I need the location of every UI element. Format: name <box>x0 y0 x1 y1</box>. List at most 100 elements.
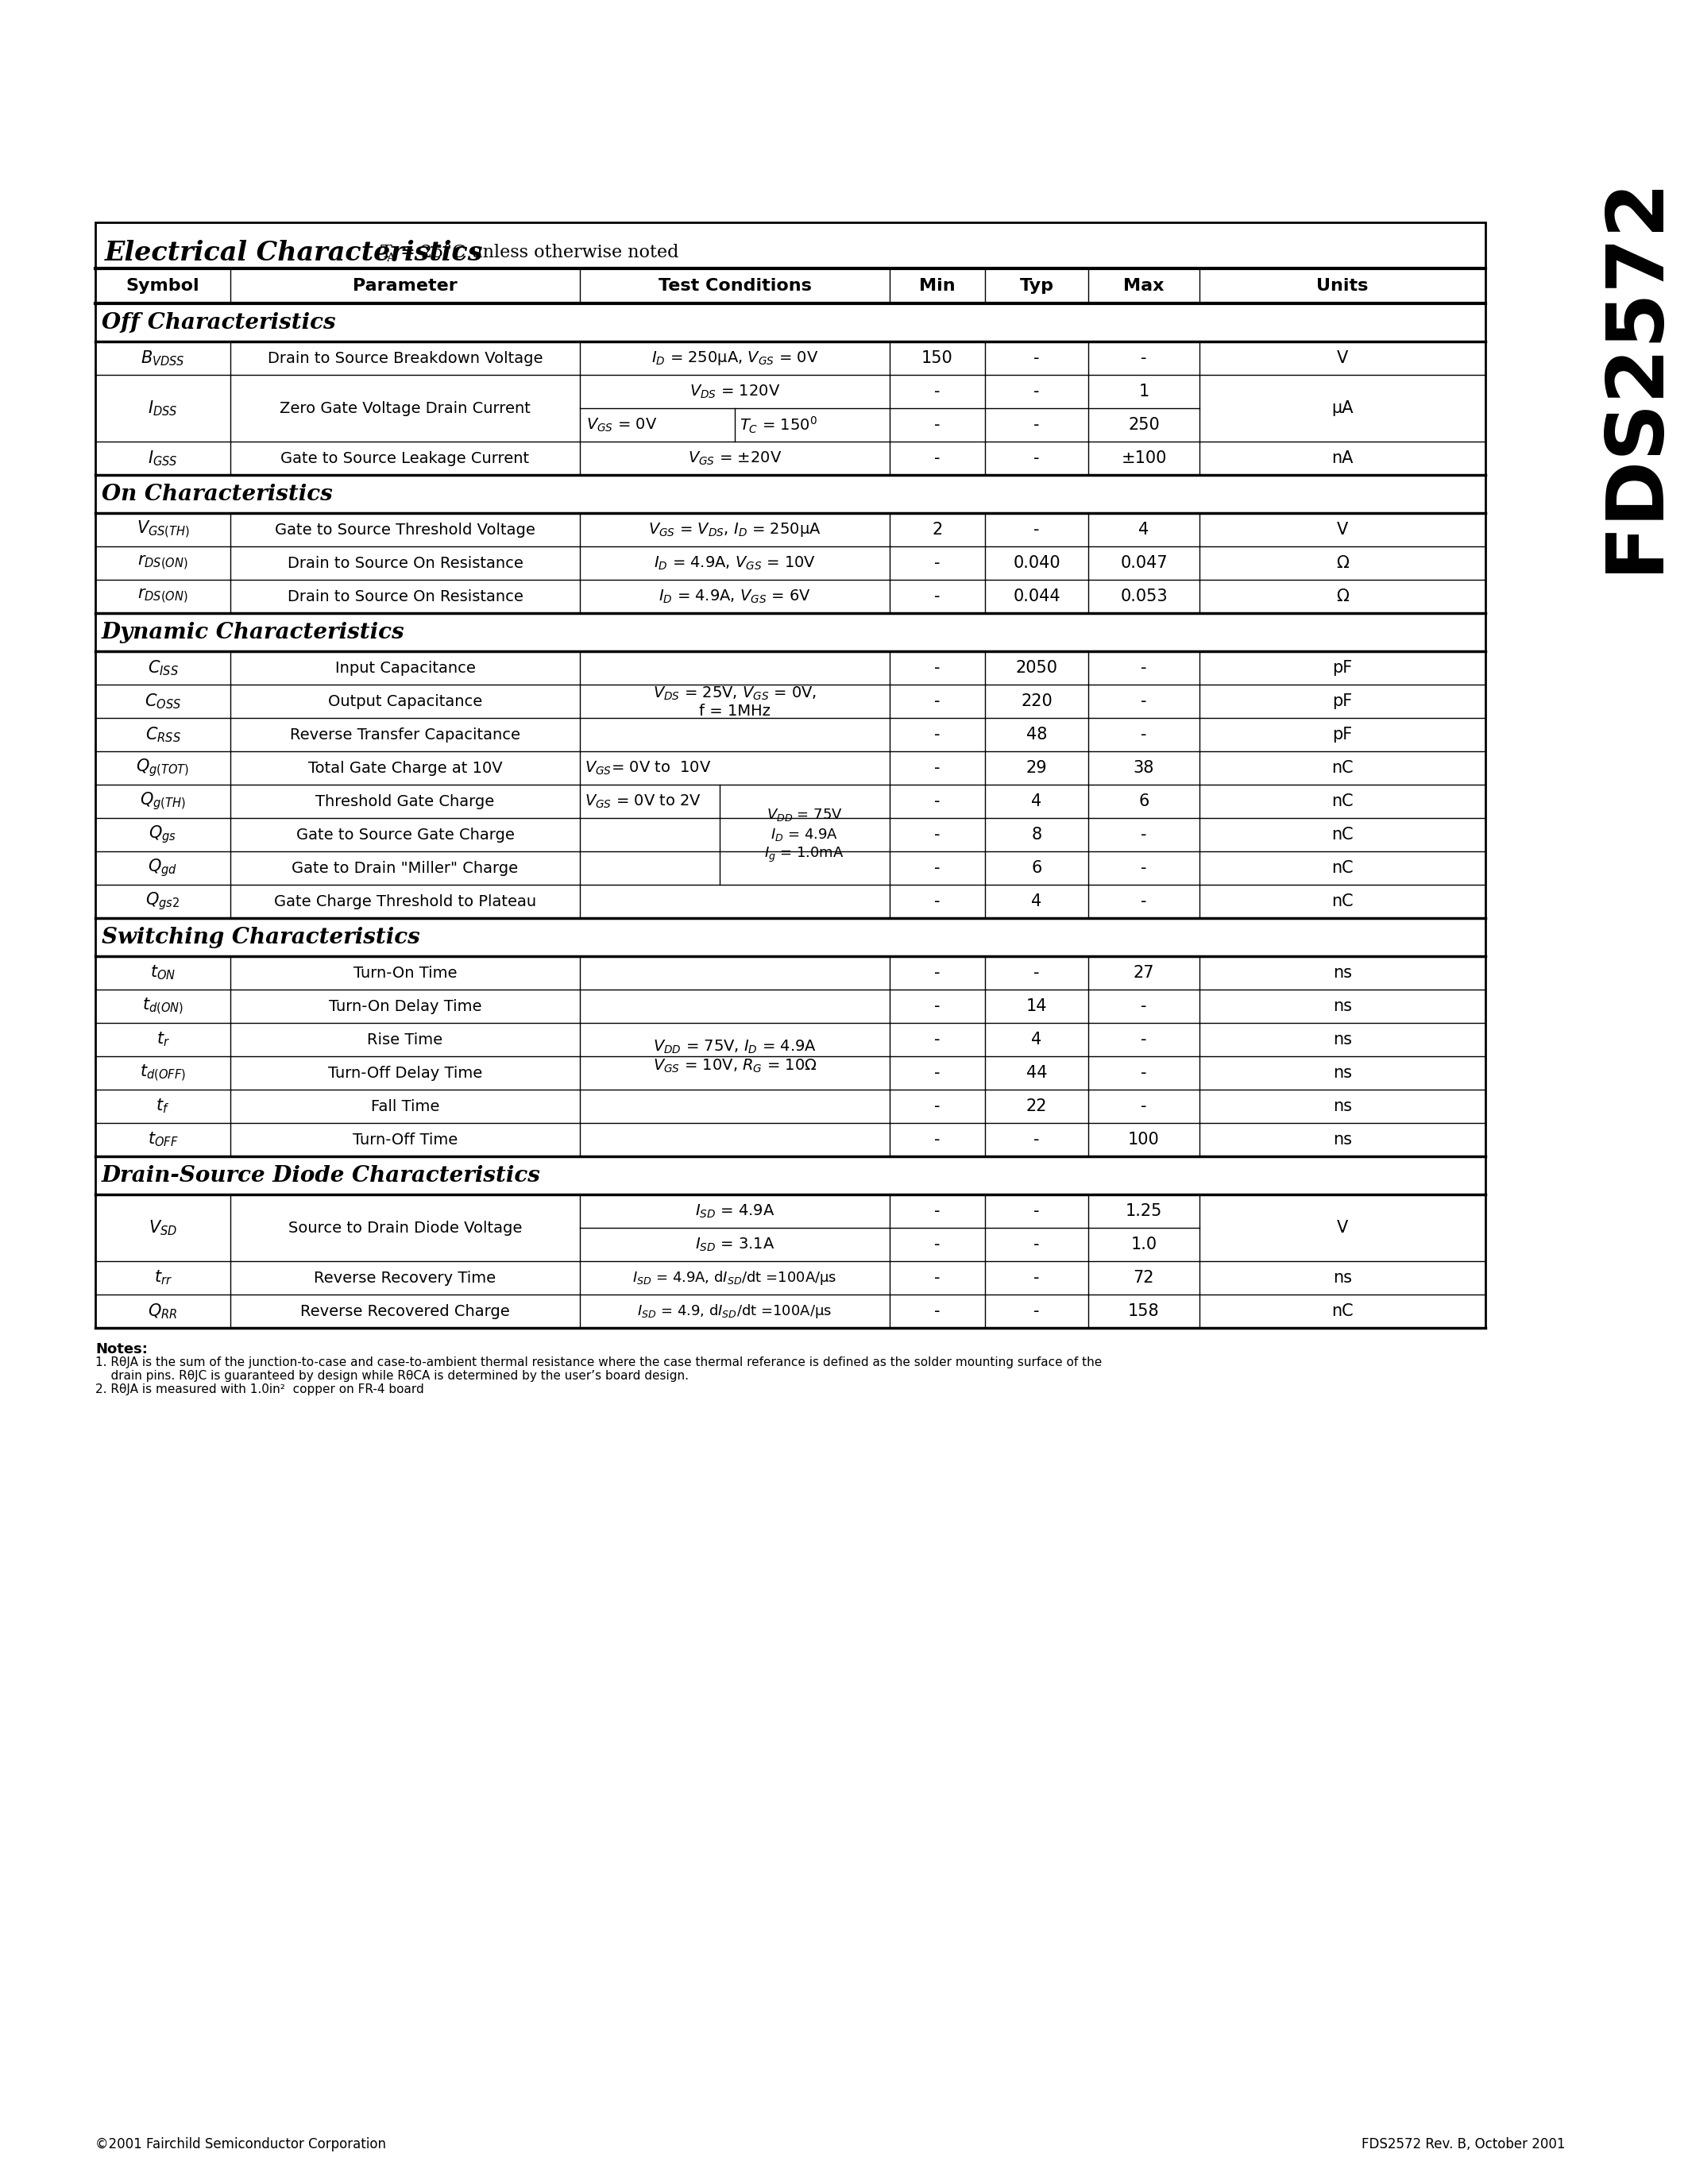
Text: 29: 29 <box>1026 760 1047 775</box>
Text: -: - <box>1141 727 1146 743</box>
Text: -: - <box>935 1099 940 1114</box>
Text: -: - <box>935 692 940 710</box>
Text: $V_{DS}$ = 120V: $V_{DS}$ = 120V <box>689 382 780 400</box>
Text: 1. RθJA is the sum of the junction-to-case and case-to-ambient thermal resistanc: 1. RθJA is the sum of the junction-to-ca… <box>95 1356 1102 1369</box>
Text: FDS2572: FDS2572 <box>1597 175 1674 572</box>
Text: 48: 48 <box>1026 727 1047 743</box>
Text: 4: 4 <box>1031 893 1041 909</box>
Text: -: - <box>1033 965 1040 981</box>
Text: -: - <box>1141 660 1146 675</box>
Text: 8: 8 <box>1031 828 1041 843</box>
Text: nC: nC <box>1332 860 1354 876</box>
Text: 1.0: 1.0 <box>1131 1236 1156 1251</box>
Text: $I_{D}$ = 250μA, $V_{GS}$ = 0V: $I_{D}$ = 250μA, $V_{GS}$ = 0V <box>652 349 819 367</box>
Text: 44: 44 <box>1026 1066 1047 1081</box>
Text: T: T <box>375 245 392 262</box>
Text: $V_{DD}$ = 75V: $V_{DD}$ = 75V <box>766 806 842 823</box>
Text: $V_{GS}$= 0V to  10V: $V_{GS}$= 0V to 10V <box>584 760 711 778</box>
Text: Fall Time: Fall Time <box>371 1099 439 1114</box>
Text: Turn-On Time: Turn-On Time <box>353 965 457 981</box>
Text: 150: 150 <box>922 349 954 367</box>
Text: -: - <box>1141 860 1146 876</box>
Text: ns: ns <box>1334 1269 1352 1286</box>
Text: -: - <box>935 727 940 743</box>
Text: Drain to Source On Resistance: Drain to Source On Resistance <box>287 590 523 605</box>
Text: -: - <box>1141 1031 1146 1048</box>
Text: $I_{D}$ = 4.9A, $V_{GS}$ = 6V: $I_{D}$ = 4.9A, $V_{GS}$ = 6V <box>658 587 810 605</box>
Text: Zero Gate Voltage Drain Current: Zero Gate Voltage Drain Current <box>280 400 530 415</box>
Text: -: - <box>935 1269 940 1286</box>
Text: $B_{VDSS}$: $B_{VDSS}$ <box>140 349 186 367</box>
Text: -: - <box>1033 384 1040 400</box>
Text: -: - <box>935 1131 940 1147</box>
Text: $t_{d(OFF)}$: $t_{d(OFF)}$ <box>140 1064 186 1083</box>
Text: pF: pF <box>1332 692 1352 710</box>
Text: $I_{DSS}$: $I_{DSS}$ <box>149 400 177 417</box>
Text: Ω: Ω <box>1337 555 1349 570</box>
Text: -: - <box>1141 893 1146 909</box>
Text: -: - <box>1033 1203 1040 1219</box>
Text: ±100: ±100 <box>1121 450 1166 465</box>
Text: 4: 4 <box>1031 1031 1041 1048</box>
Text: Turn-On Delay Time: Turn-On Delay Time <box>329 998 481 1013</box>
Text: Reverse Transfer Capacitance: Reverse Transfer Capacitance <box>290 727 520 743</box>
Text: $Q_{g(TOT)}$: $Q_{g(TOT)}$ <box>137 758 189 780</box>
Text: $Q_{g(TH)}$: $Q_{g(TH)}$ <box>140 791 186 812</box>
Text: Total Gate Charge at 10V: Total Gate Charge at 10V <box>307 760 503 775</box>
Text: Gate to Source Leakage Current: Gate to Source Leakage Current <box>280 450 530 465</box>
Text: 0.047: 0.047 <box>1121 555 1168 570</box>
Text: ns: ns <box>1334 965 1352 981</box>
Text: -: - <box>935 660 940 675</box>
Text: $V_{DD}$ = 75V, $I_{D}$ = 4.9A: $V_{DD}$ = 75V, $I_{D}$ = 4.9A <box>653 1037 817 1055</box>
Text: -: - <box>935 793 940 810</box>
Text: -: - <box>1033 417 1040 432</box>
Text: Source to Drain Diode Voltage: Source to Drain Diode Voltage <box>289 1221 522 1236</box>
Text: Drain to Source Breakdown Voltage: Drain to Source Breakdown Voltage <box>267 352 544 365</box>
Text: Threshold Gate Charge: Threshold Gate Charge <box>316 793 495 808</box>
Text: $Q_{gs2}$: $Q_{gs2}$ <box>145 891 181 913</box>
Text: $t_{d(ON)}$: $t_{d(ON)}$ <box>142 996 184 1016</box>
Text: Gate to Drain "Miller" Charge: Gate to Drain "Miller" Charge <box>292 860 518 876</box>
Text: -: - <box>1033 1304 1040 1319</box>
Text: 158: 158 <box>1128 1304 1160 1319</box>
Text: -: - <box>935 1031 940 1048</box>
Text: Input Capacitance: Input Capacitance <box>334 660 476 675</box>
Text: $Q_{gd}$: $Q_{gd}$ <box>149 858 177 878</box>
Text: Gate Charge Threshold to Plateau: Gate Charge Threshold to Plateau <box>273 893 537 909</box>
Text: Test Conditions: Test Conditions <box>658 277 812 295</box>
Text: -: - <box>935 998 940 1013</box>
Text: $C_{OSS}$: $C_{OSS}$ <box>145 692 181 710</box>
Text: pF: pF <box>1332 727 1352 743</box>
Text: Drain to Source On Resistance: Drain to Source On Resistance <box>287 555 523 570</box>
Text: ns: ns <box>1334 998 1352 1013</box>
Text: 14: 14 <box>1026 998 1047 1013</box>
Text: 2: 2 <box>932 522 942 537</box>
Text: Output Capacitance: Output Capacitance <box>327 695 483 710</box>
Text: $Q_{RR}$: $Q_{RR}$ <box>149 1302 177 1321</box>
Text: 0.044: 0.044 <box>1013 587 1060 605</box>
Text: 6: 6 <box>1138 793 1150 810</box>
Text: Turn-Off Time: Turn-Off Time <box>353 1131 457 1147</box>
Text: $t_{f}$: $t_{f}$ <box>155 1096 170 1116</box>
Text: $V_{GS(TH)}$: $V_{GS(TH)}$ <box>137 520 189 539</box>
Text: nC: nC <box>1332 793 1354 810</box>
Text: A: A <box>387 253 395 264</box>
Text: $V_{DS}$ = 25V, $V_{GS}$ = 0V,: $V_{DS}$ = 25V, $V_{GS}$ = 0V, <box>653 686 817 701</box>
Text: Turn-Off Delay Time: Turn-Off Delay Time <box>327 1066 483 1081</box>
Text: 38: 38 <box>1133 760 1155 775</box>
Text: nC: nC <box>1332 760 1354 775</box>
Text: -: - <box>1033 450 1040 465</box>
Text: $I_{g}$ = 1.0mA: $I_{g}$ = 1.0mA <box>765 845 844 865</box>
Text: -: - <box>1141 828 1146 843</box>
Text: $I_{GSS}$: $I_{GSS}$ <box>149 450 177 467</box>
Text: $r_{DS(ON)}$: $r_{DS(ON)}$ <box>137 555 187 572</box>
Text: Gate to Source Gate Charge: Gate to Source Gate Charge <box>295 828 515 843</box>
Text: drain pins. RθJC is guaranteed by design while RθCA is determined by the user’s : drain pins. RθJC is guaranteed by design… <box>95 1369 689 1382</box>
Text: 2050: 2050 <box>1016 660 1058 675</box>
Text: -: - <box>1033 349 1040 367</box>
Text: ns: ns <box>1334 1131 1352 1147</box>
Text: $V_{GS}$ = 0V to 2V: $V_{GS}$ = 0V to 2V <box>584 793 702 810</box>
Text: $I_{SD}$ = 4.9A, d$I_{SD}$/dt =100A/μs: $I_{SD}$ = 4.9A, d$I_{SD}$/dt =100A/μs <box>633 1269 837 1286</box>
Text: -: - <box>935 555 940 570</box>
Text: Rise Time: Rise Time <box>368 1033 442 1046</box>
